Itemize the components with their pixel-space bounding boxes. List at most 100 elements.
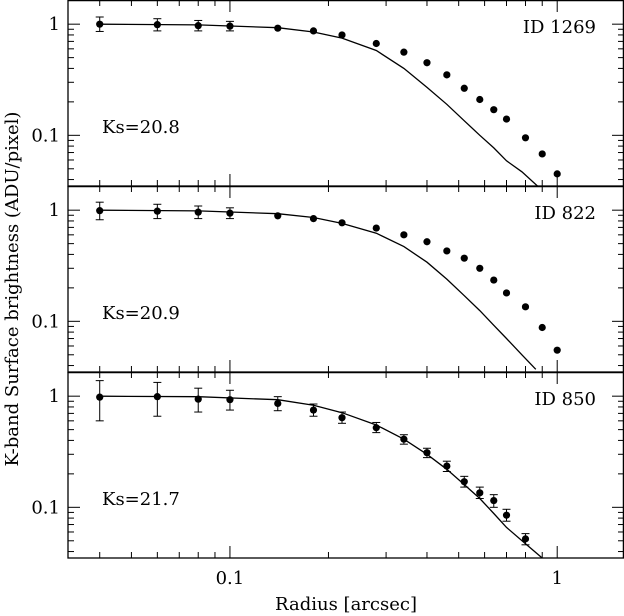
- panel-2: 1 0.1 ID 822 Ks=20.9: [31, 185, 624, 373]
- data-point: [95, 201, 104, 221]
- x-tick-label: 1: [551, 568, 562, 589]
- y-tick-label: 0.1: [31, 497, 60, 518]
- data-marker: [490, 106, 498, 114]
- data-point: [273, 396, 282, 412]
- data-marker: [460, 254, 468, 262]
- data-point: [423, 238, 431, 246]
- data-marker: [338, 31, 346, 39]
- y-tick-label: 1: [49, 200, 60, 221]
- data-marker: [490, 276, 498, 284]
- data-marker: [372, 424, 380, 432]
- panel-id-label: ID 822: [534, 203, 596, 224]
- data-marker: [309, 406, 318, 414]
- data-marker: [502, 115, 511, 123]
- data-point: [153, 203, 162, 220]
- data-marker: [274, 24, 282, 32]
- data-point: [309, 214, 318, 223]
- data-marker: [153, 393, 161, 401]
- model-profile-line: [99, 209, 537, 370]
- data-point: [338, 219, 346, 227]
- data-point: [194, 387, 203, 413]
- y-tick-label: 0.1: [31, 311, 60, 332]
- data-point: [443, 71, 451, 79]
- data-marker: [338, 219, 346, 227]
- data-point: [423, 59, 431, 67]
- x-axis-label: Radius [arcsec]: [275, 594, 417, 615]
- data-marker: [476, 264, 484, 272]
- data-point: [553, 346, 561, 354]
- model-profile-line: [99, 23, 539, 186]
- data-point: [443, 247, 451, 255]
- data-point: [502, 508, 511, 522]
- panel-frame: [67, 371, 624, 559]
- data-point: [502, 115, 511, 123]
- data-point: [490, 106, 498, 114]
- data-point: [309, 403, 318, 417]
- data-marker: [443, 71, 451, 79]
- data-point: [521, 134, 530, 142]
- data-marker: [153, 207, 161, 215]
- data-marker: [423, 238, 431, 246]
- data-point: [309, 27, 318, 35]
- data-marker: [372, 224, 380, 232]
- data-point: [399, 434, 408, 445]
- data-marker: [553, 170, 561, 178]
- data-marker: [400, 48, 408, 56]
- data-point: [476, 264, 484, 272]
- panel-id-label: ID 1269: [523, 17, 596, 38]
- y-axis-label: K-band Surface brightness (ADU/pixel): [2, 112, 23, 467]
- data-marker: [423, 59, 431, 67]
- data-point: [442, 460, 451, 473]
- data-point: [460, 254, 468, 262]
- data-point: [538, 323, 546, 332]
- data-marker: [460, 478, 468, 486]
- data-point: [194, 205, 203, 220]
- data-point: [153, 381, 162, 417]
- data-point: [372, 421, 381, 434]
- data-marker: [372, 39, 380, 48]
- data-marker: [443, 462, 451, 470]
- data-marker: [96, 20, 104, 28]
- data-point: [490, 276, 498, 284]
- data-marker: [226, 396, 234, 404]
- panel-id-label: ID 850: [534, 389, 596, 410]
- data-marker: [194, 22, 202, 30]
- data-point: [538, 150, 546, 158]
- data-point: [489, 494, 498, 508]
- data-point: [400, 48, 408, 56]
- data-marker: [400, 435, 408, 443]
- x-tick-label: 0.1: [216, 568, 245, 589]
- data-marker: [226, 22, 234, 30]
- data-marker: [490, 496, 498, 505]
- data-marker: [553, 346, 561, 354]
- data-point: [521, 533, 530, 546]
- y-tick-label: 1: [49, 14, 60, 35]
- data-point: [225, 207, 234, 220]
- data-point: [372, 39, 380, 48]
- data-point: [553, 170, 561, 178]
- data-marker: [309, 214, 318, 223]
- data-point: [225, 389, 234, 411]
- data-point: [521, 303, 530, 311]
- y-tick-label: 0.1: [31, 125, 60, 146]
- data-point: [460, 475, 469, 488]
- panel-1: 1 0.1 ID 1269 Ks=20.8: [31, 0, 624, 187]
- data-marker: [538, 150, 546, 158]
- y-tick-label: 1: [49, 386, 60, 407]
- panel-magnitude-label: Ks=21.7: [102, 489, 180, 510]
- data-marker: [538, 323, 546, 332]
- data-marker: [338, 414, 346, 422]
- data-marker: [400, 231, 408, 239]
- data-marker: [460, 84, 468, 92]
- data-marker: [476, 95, 484, 104]
- data-marker: [226, 209, 234, 217]
- data-point: [274, 212, 282, 220]
- data-point: [153, 18, 162, 32]
- data-marker: [476, 489, 484, 497]
- data-point: [476, 95, 484, 104]
- data-point: [460, 84, 468, 92]
- data-marker: [153, 21, 161, 29]
- data-marker: [194, 395, 202, 403]
- data-point: [372, 224, 380, 232]
